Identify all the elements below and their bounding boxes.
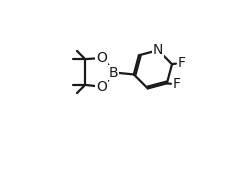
Text: N: N xyxy=(153,43,163,57)
Text: O: O xyxy=(96,51,107,65)
Text: F: F xyxy=(178,56,186,70)
Text: F: F xyxy=(172,77,180,91)
Text: B: B xyxy=(108,66,118,80)
Text: O: O xyxy=(96,80,107,94)
